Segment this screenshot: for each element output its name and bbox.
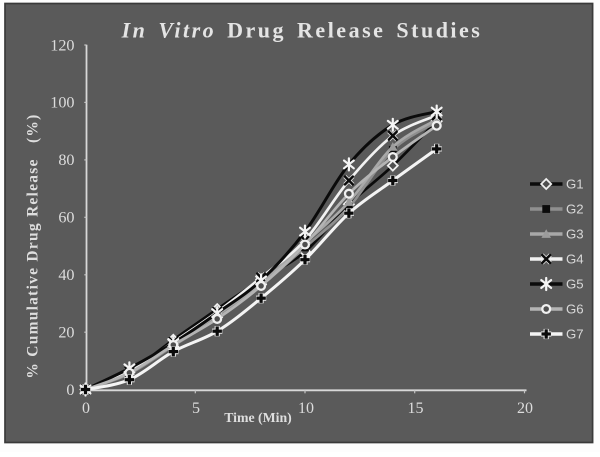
- svg-text:0: 0: [82, 400, 90, 417]
- svg-text:G3: G3: [566, 227, 584, 242]
- svg-text:80: 80: [58, 151, 74, 169]
- svg-text:G7: G7: [566, 327, 584, 342]
- svg-text:G6: G6: [566, 302, 584, 317]
- svg-text:10: 10: [298, 400, 314, 417]
- svg-text:G1: G1: [566, 177, 584, 192]
- svg-text:15: 15: [408, 400, 424, 417]
- svg-text:G2: G2: [566, 202, 584, 217]
- svg-text:20: 20: [58, 324, 74, 342]
- svg-text:5: 5: [192, 400, 200, 417]
- svg-text:40: 40: [58, 266, 74, 284]
- svg-text:G5: G5: [566, 277, 584, 292]
- svg-text:% Cumulative Drug Release (%: % Cumulative Drug Release (%): [25, 113, 42, 378]
- svg-text:0: 0: [66, 381, 74, 399]
- svg-text:G4: G4: [566, 252, 584, 267]
- svg-text:20: 20: [517, 400, 533, 417]
- svg-text:60: 60: [58, 209, 74, 227]
- svg-text:Time (Min): Time (Min): [224, 410, 292, 426]
- svg-text:120: 120: [50, 36, 74, 54]
- svg-text:100: 100: [50, 94, 74, 112]
- svg-text:In Vitro Drug Release Studies: In Vitro Drug Release Studies: [121, 17, 483, 42]
